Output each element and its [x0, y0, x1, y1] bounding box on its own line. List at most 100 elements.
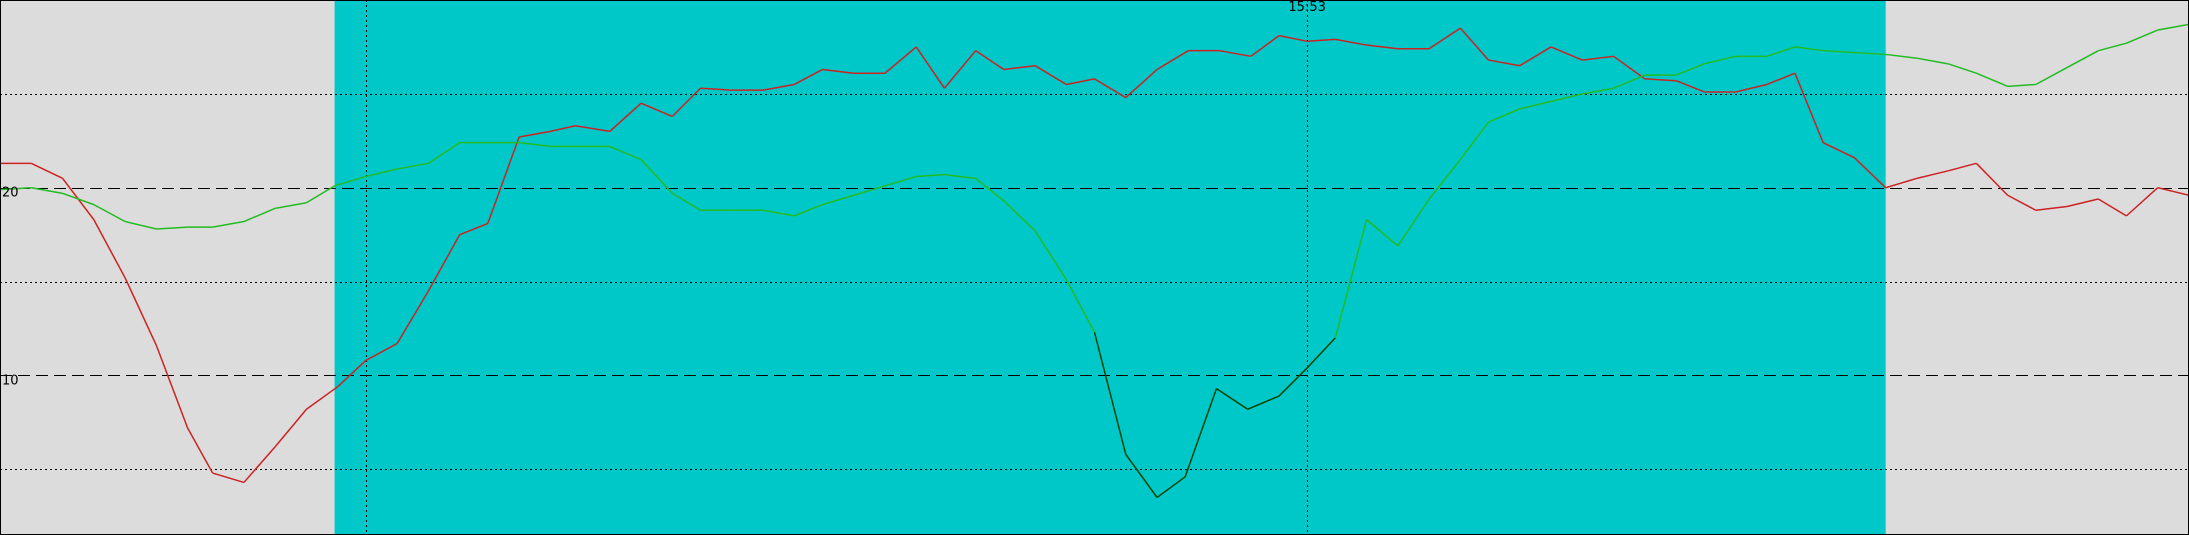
series-2-segment: [884, 175, 917, 187]
series-1-segment: [274, 408, 308, 448]
series-2-segment: [212, 220, 245, 228]
series-2-segment: [62, 192, 95, 206]
series-1-segment: [365, 342, 398, 362]
series-2-segment: [1582, 87, 1614, 95]
series-1-segment: [1459, 27, 1490, 61]
series-2-segment: [1184, 388, 1218, 478]
series-2-segment: [1766, 46, 1796, 58]
series-2-segment: [1306, 337, 1336, 369]
series-2-segment: [124, 220, 157, 230]
y-tick-label: 10: [2, 373, 19, 388]
series-2-segment: [0, 186, 32, 191]
series-1-segment: [30, 162, 63, 180]
series-2-segment: [1488, 108, 1521, 123]
series-1-segment: [975, 50, 1005, 71]
series-2-segment: [1675, 63, 1705, 76]
series-1-segment: [2066, 198, 2099, 208]
series-1-segment: [518, 130, 551, 138]
series-2-segment: [640, 159, 673, 194]
series-2: [0, 23, 2189, 499]
series-2-segment: [1459, 121, 1490, 161]
series-1-segment: [1219, 49, 1251, 58]
series-1-segment: [427, 234, 461, 292]
series-2-segment: [2098, 42, 2127, 52]
series-1-segment: [1675, 80, 1705, 93]
series-1-segment: [2007, 194, 2037, 211]
series-1-segment: [822, 68, 854, 74]
series-2-segment: [975, 177, 1005, 202]
series-1-segment: [1366, 44, 1398, 50]
series-1-segment: [212, 472, 245, 484]
series-1-segment: [1250, 35, 1280, 57]
series-2-segment: [1519, 100, 1552, 110]
series-1-segment: [2157, 186, 2189, 196]
series-2-segment: [2157, 23, 2189, 31]
tick-labels: 20 10 15:53: [2, 0, 1326, 388]
series-1-segment: [671, 87, 702, 117]
series-1-segment: [1822, 141, 1855, 159]
series-2-segment: [822, 194, 854, 206]
series-2-segment: [243, 207, 276, 223]
series-1-segment: [575, 125, 610, 133]
series-1-segment: [1278, 34, 1308, 43]
series-1-segment: [609, 102, 642, 132]
series-1-segment: [640, 102, 673, 118]
series-2-segment: [1947, 63, 1977, 74]
series-2-segment: [1976, 72, 2008, 88]
series-1-segment: [2035, 205, 2068, 211]
series-1-segment: [243, 446, 276, 483]
y-tick-label: 20: [2, 186, 19, 201]
series-2-segment: [1885, 53, 1918, 59]
series-2-segment: [93, 203, 126, 223]
series-2-segment: [156, 226, 188, 230]
series-1-segment: [396, 290, 430, 344]
series-1-segment: [1066, 78, 1095, 86]
series-1-segment: [2097, 198, 2127, 217]
series-1-segment: [1644, 78, 1677, 82]
series-2-segment: [2007, 83, 2036, 88]
series-2-segment: [1397, 198, 1430, 247]
series-2-segment: [2035, 66, 2068, 86]
series-2-segment: [1156, 476, 1186, 499]
series-2-segment: [1278, 367, 1308, 397]
series-1-segment: [1735, 83, 1768, 93]
series-2-segment: [1854, 51, 1886, 56]
series-2-segment: [31, 186, 63, 195]
series-2-segment: [1093, 332, 1127, 455]
series-2-segment: [428, 142, 461, 164]
series-1-segment: [1307, 38, 1336, 43]
series-1-segment: [2125, 187, 2159, 217]
series-1-segment: [884, 46, 917, 74]
series-1-segment: [1948, 162, 1977, 172]
series-1-segment: [1094, 78, 1127, 99]
series-2-segment: [1704, 55, 1736, 65]
series-lines: [0, 23, 2189, 499]
series-2-segment: [1428, 159, 1461, 200]
series-2-segment: [1794, 46, 1824, 52]
series-2-segment: [1247, 395, 1280, 410]
series-2-segment: [1034, 230, 1067, 281]
series-1-segment: [1335, 38, 1367, 46]
series-1-segment: [1156, 50, 1189, 71]
series-2-segment: [519, 141, 551, 148]
series-1-segment: [1550, 46, 1583, 61]
series-1-segment: [915, 46, 946, 89]
series-1-segment: [793, 68, 823, 86]
series-1-segment: [93, 219, 126, 279]
series-2-segment: [1823, 49, 1855, 54]
series-2-segment: [2066, 50, 2099, 69]
series-2-segment: [2126, 29, 2159, 44]
series-2-segment: [1916, 57, 1949, 65]
series-1-segment: [337, 359, 367, 388]
series-1-segment: [1125, 68, 1158, 99]
series-2-segment: [275, 201, 307, 210]
series-2-segment: [1003, 200, 1036, 232]
series-1-segment: [306, 386, 339, 410]
series-1-segment: [700, 87, 732, 91]
series-2-segment: [1613, 74, 1646, 89]
series-2-segment: [397, 162, 429, 170]
series-1-segment: [1428, 27, 1461, 50]
